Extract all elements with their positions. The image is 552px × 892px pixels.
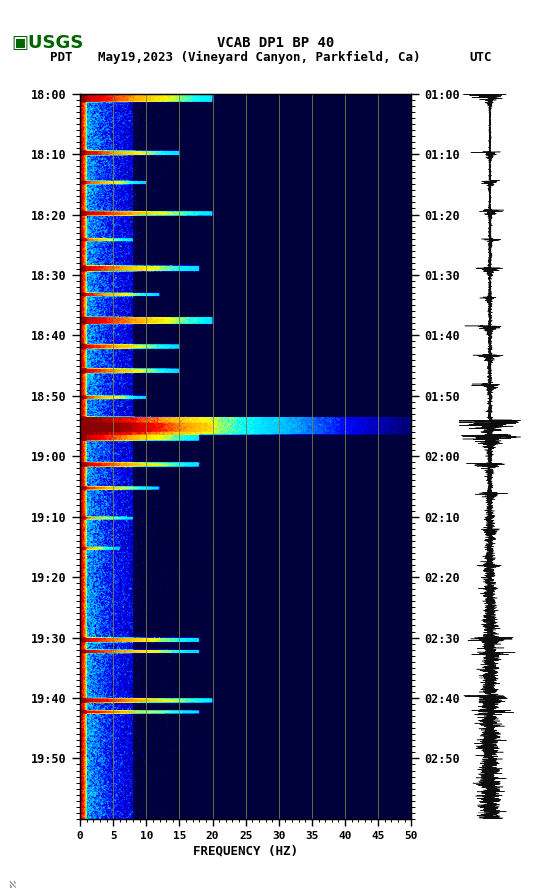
Text: ℵ: ℵ <box>8 880 15 889</box>
Text: ▣USGS: ▣USGS <box>11 34 83 52</box>
Text: UTC: UTC <box>469 51 491 64</box>
Text: May19,2023 (Vineyard Canyon, Parkfield, Ca): May19,2023 (Vineyard Canyon, Parkfield, … <box>98 51 421 64</box>
Text: PDT: PDT <box>50 51 72 64</box>
X-axis label: FREQUENCY (HZ): FREQUENCY (HZ) <box>193 845 298 858</box>
Text: VCAB DP1 BP 40: VCAB DP1 BP 40 <box>217 36 335 50</box>
